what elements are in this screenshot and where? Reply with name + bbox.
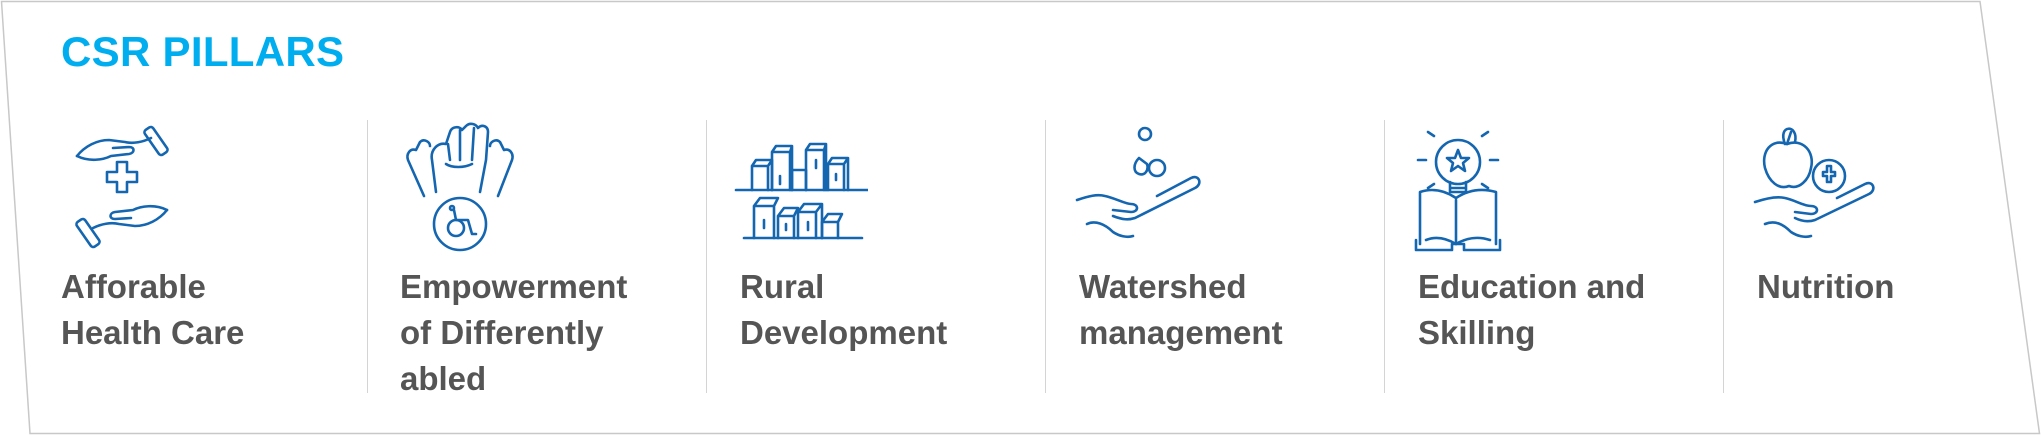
- divider: [706, 120, 707, 393]
- pillar-watershed-management: Watershed management: [1075, 120, 1379, 395]
- pillar-label: Rural Development: [740, 268, 948, 351]
- divider: [367, 120, 368, 393]
- hand-water-drops-icon: [1073, 120, 1207, 254]
- pillars-row: Afforable Health Care: [0, 120, 2041, 397]
- pillar-label: Education and Skilling: [1418, 268, 1646, 351]
- pillar-label: Empowerment of Differently abled: [400, 268, 628, 397]
- pillar-rural-development: Rural Development: [734, 120, 1040, 395]
- lightbulb-book-icon: [1412, 120, 1546, 254]
- divider: [1723, 120, 1724, 393]
- hands-medical-cross-icon: [55, 120, 189, 254]
- pillar-label: Afforable Health Care: [61, 268, 245, 351]
- pillar-affordable-health-care: Afforable Health Care: [61, 120, 361, 395]
- apple-hand-cross-icon: [1751, 120, 1885, 254]
- raised-fists-wheelchair-icon: [394, 120, 528, 254]
- pillar-label: Watershed management: [1079, 268, 1283, 351]
- village-buildings-icon: [734, 120, 868, 254]
- divider: [1045, 120, 1046, 393]
- divider: [1384, 120, 1385, 393]
- pillar-empowerment-differently-abled: Empowerment of Differently abled: [400, 120, 700, 397]
- pillar-label: Nutrition: [1757, 268, 1895, 305]
- section-title: CSR PILLARS: [61, 28, 345, 75]
- pillar-nutrition: Nutrition: [1753, 120, 2041, 395]
- pillar-education-and-skilling: Education and Skilling: [1414, 120, 1718, 395]
